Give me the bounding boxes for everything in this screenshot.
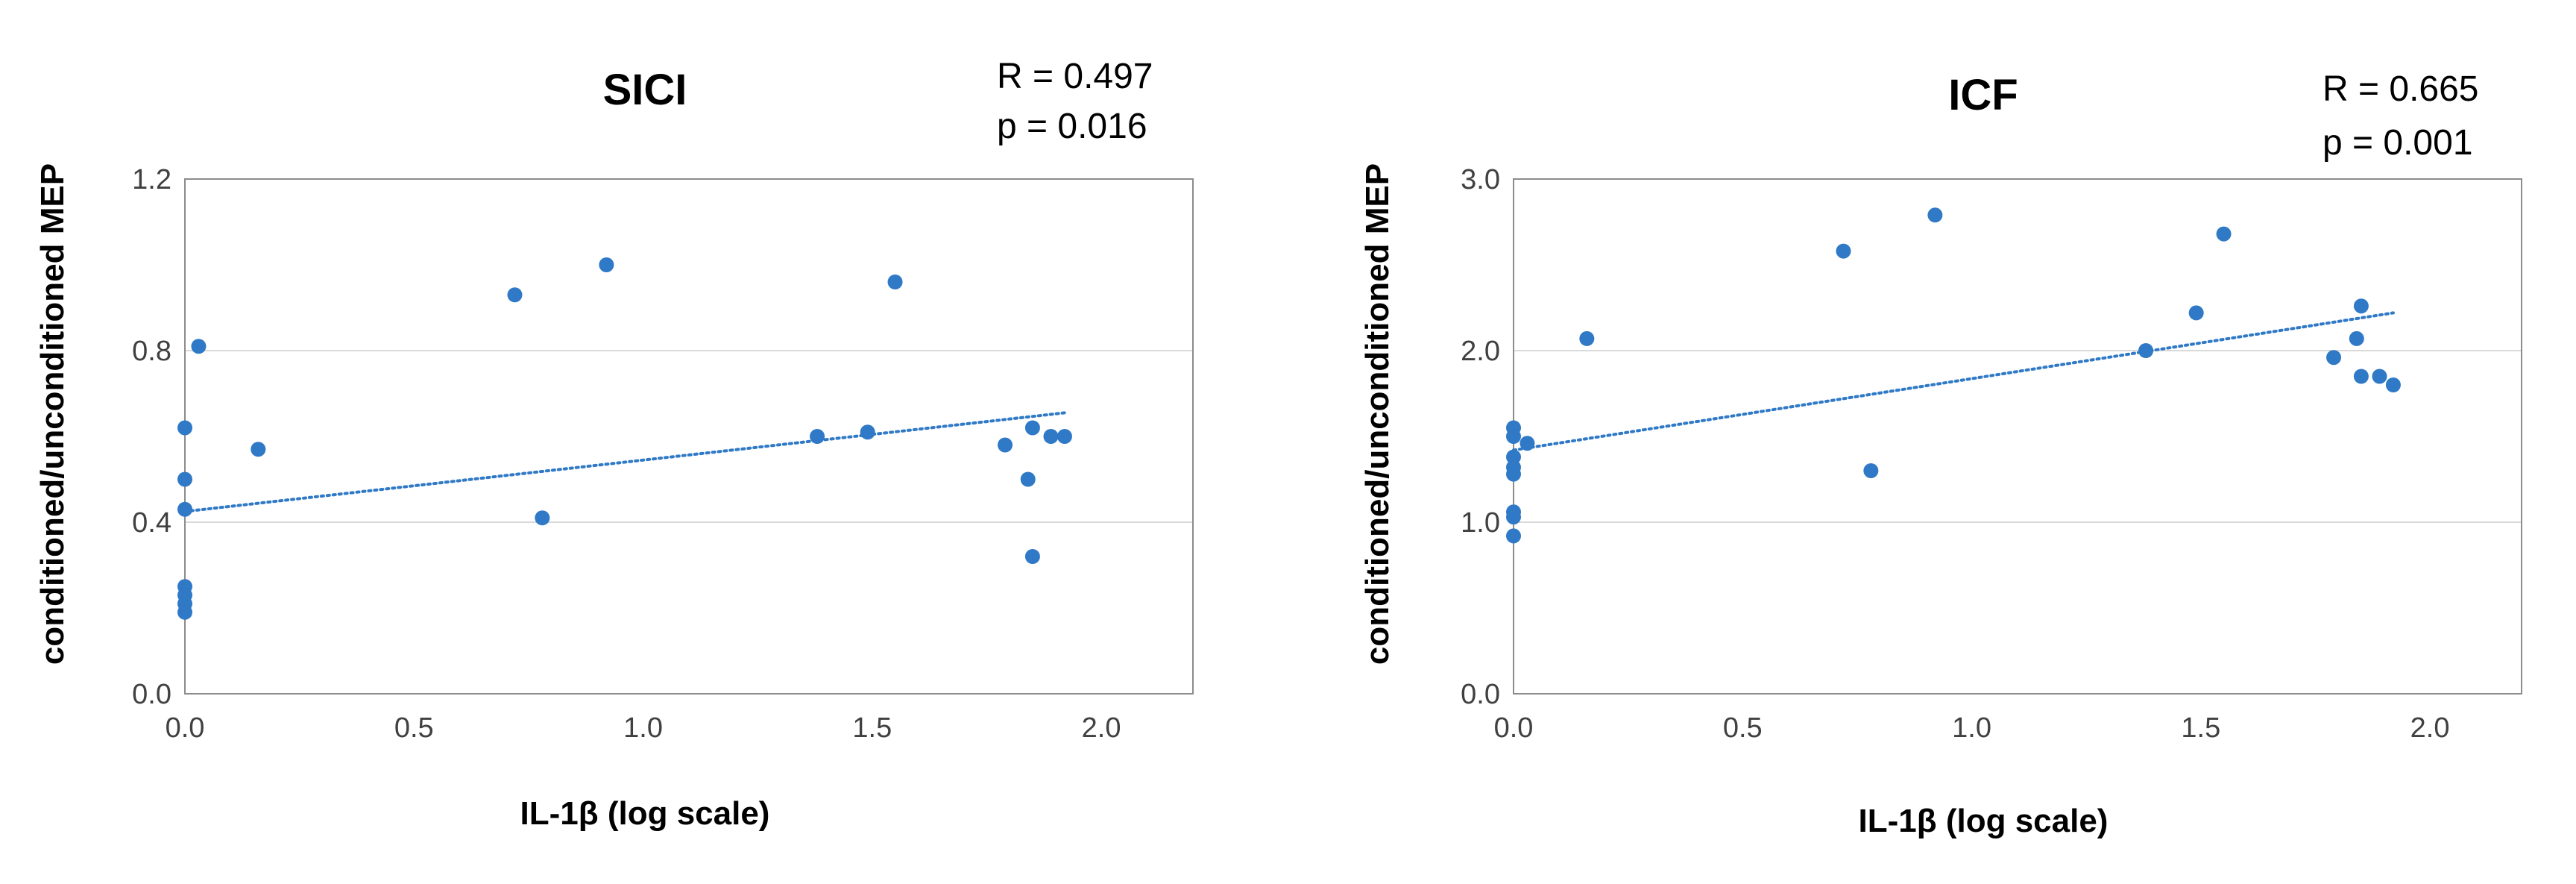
y-tick-label: 0.4 (132, 507, 171, 539)
x-axis-label: IL-1β (log scale) (520, 795, 770, 832)
data-point (1836, 243, 1851, 259)
y-tick-label: 0.0 (1461, 679, 1500, 710)
x-tick-label: 0.0 (1494, 712, 1534, 744)
x-tick-label: 1.0 (1952, 712, 1991, 744)
data-point (2138, 343, 2154, 358)
data-point (1506, 449, 1521, 465)
data-point (1056, 429, 1072, 444)
trendline (1512, 311, 2395, 452)
p-value-label: p = 0.001 (2323, 123, 2473, 163)
data-point (1024, 420, 1040, 436)
data-point (599, 257, 614, 272)
data-point (2385, 377, 2401, 392)
data-point (1520, 436, 1535, 451)
data-point (2188, 305, 2204, 321)
chart-title: ICF (1948, 71, 2018, 119)
r-value-label: R = 0.665 (2323, 69, 2478, 109)
y-gridlines (1514, 178, 2522, 695)
r-value-label: R = 0.497 (997, 57, 1153, 96)
plot-frame (1513, 178, 2522, 695)
data-point (860, 424, 875, 440)
x-tick-labels: 0.0 0.5 1.0 1.5 2.0 (1494, 712, 2450, 744)
data-point (507, 287, 523, 303)
data-point (1506, 466, 1521, 482)
chart-title: SICI (603, 66, 687, 114)
data-point (1579, 330, 1595, 346)
data-point (177, 471, 192, 487)
x-axis-label: IL-1β (log scale) (1859, 803, 2109, 839)
data-point (1506, 429, 1521, 444)
data-point (177, 501, 192, 517)
data-point (177, 604, 192, 620)
y-axis-label: conditioned/unconditioned MEP (34, 163, 71, 665)
y-tick-labels: 0.0 1.0 2.0 3.0 (1461, 164, 1500, 710)
x-tick-label: 1.5 (852, 712, 892, 744)
p-value-label: p = 0.016 (997, 107, 1147, 146)
data-point (2326, 350, 2342, 366)
x-tick-label: 2.0 (2410, 712, 2450, 744)
x-tick-label: 1.0 (623, 712, 663, 744)
chart-icf: ICF R = 0.665 p = 0.001 0.0 1.0 2.0 3.0 … (1359, 69, 2522, 839)
data-point (810, 429, 825, 444)
plot-frame (184, 178, 1194, 695)
trendline (183, 411, 1066, 513)
y-tick-label: 3.0 (1461, 164, 1500, 195)
data-point (251, 442, 266, 457)
x-tick-label: 0.5 (394, 712, 434, 744)
data-point (535, 510, 550, 526)
data-point (1506, 510, 1521, 525)
x-tick-label: 0.0 (166, 712, 205, 744)
data-points (177, 257, 1072, 620)
data-point (191, 339, 207, 354)
x-tick-label: 0.5 (1723, 712, 1763, 744)
data-point (1506, 528, 1521, 544)
x-tick-label: 2.0 (1082, 712, 1121, 744)
y-axis-label: conditioned/unconditioned MEP (1359, 163, 1396, 665)
y-tick-labels: 0.0 0.4 0.8 1.2 (132, 164, 171, 710)
y-gridlines (185, 178, 1193, 695)
y-tick-label: 0.8 (132, 336, 171, 367)
data-point (2353, 298, 2369, 314)
data-point (998, 437, 1013, 453)
data-point (1020, 471, 1036, 487)
y-tick-label: 1.0 (1461, 507, 1500, 539)
data-point (887, 275, 903, 289)
data-point (2349, 330, 2364, 346)
y-tick-label: 0.0 (132, 679, 171, 710)
data-point (1043, 429, 1059, 444)
data-point (2216, 226, 2232, 242)
data-point (1927, 207, 1943, 223)
data-point (2353, 369, 2369, 384)
data-point (2372, 369, 2387, 384)
chart-sici: SICI R = 0.497 p = 0.016 0.0 0.4 0.8 1.2… (34, 57, 1194, 832)
data-points (1506, 207, 2401, 544)
x-tick-label: 1.5 (2181, 712, 2220, 744)
data-point (1024, 549, 1040, 564)
y-tick-label: 1.2 (132, 164, 171, 195)
data-point (1863, 463, 1879, 478)
data-point (177, 420, 192, 436)
y-tick-label: 2.0 (1461, 336, 1500, 367)
x-tick-labels: 0.0 0.5 1.0 1.5 2.0 (166, 712, 1121, 744)
